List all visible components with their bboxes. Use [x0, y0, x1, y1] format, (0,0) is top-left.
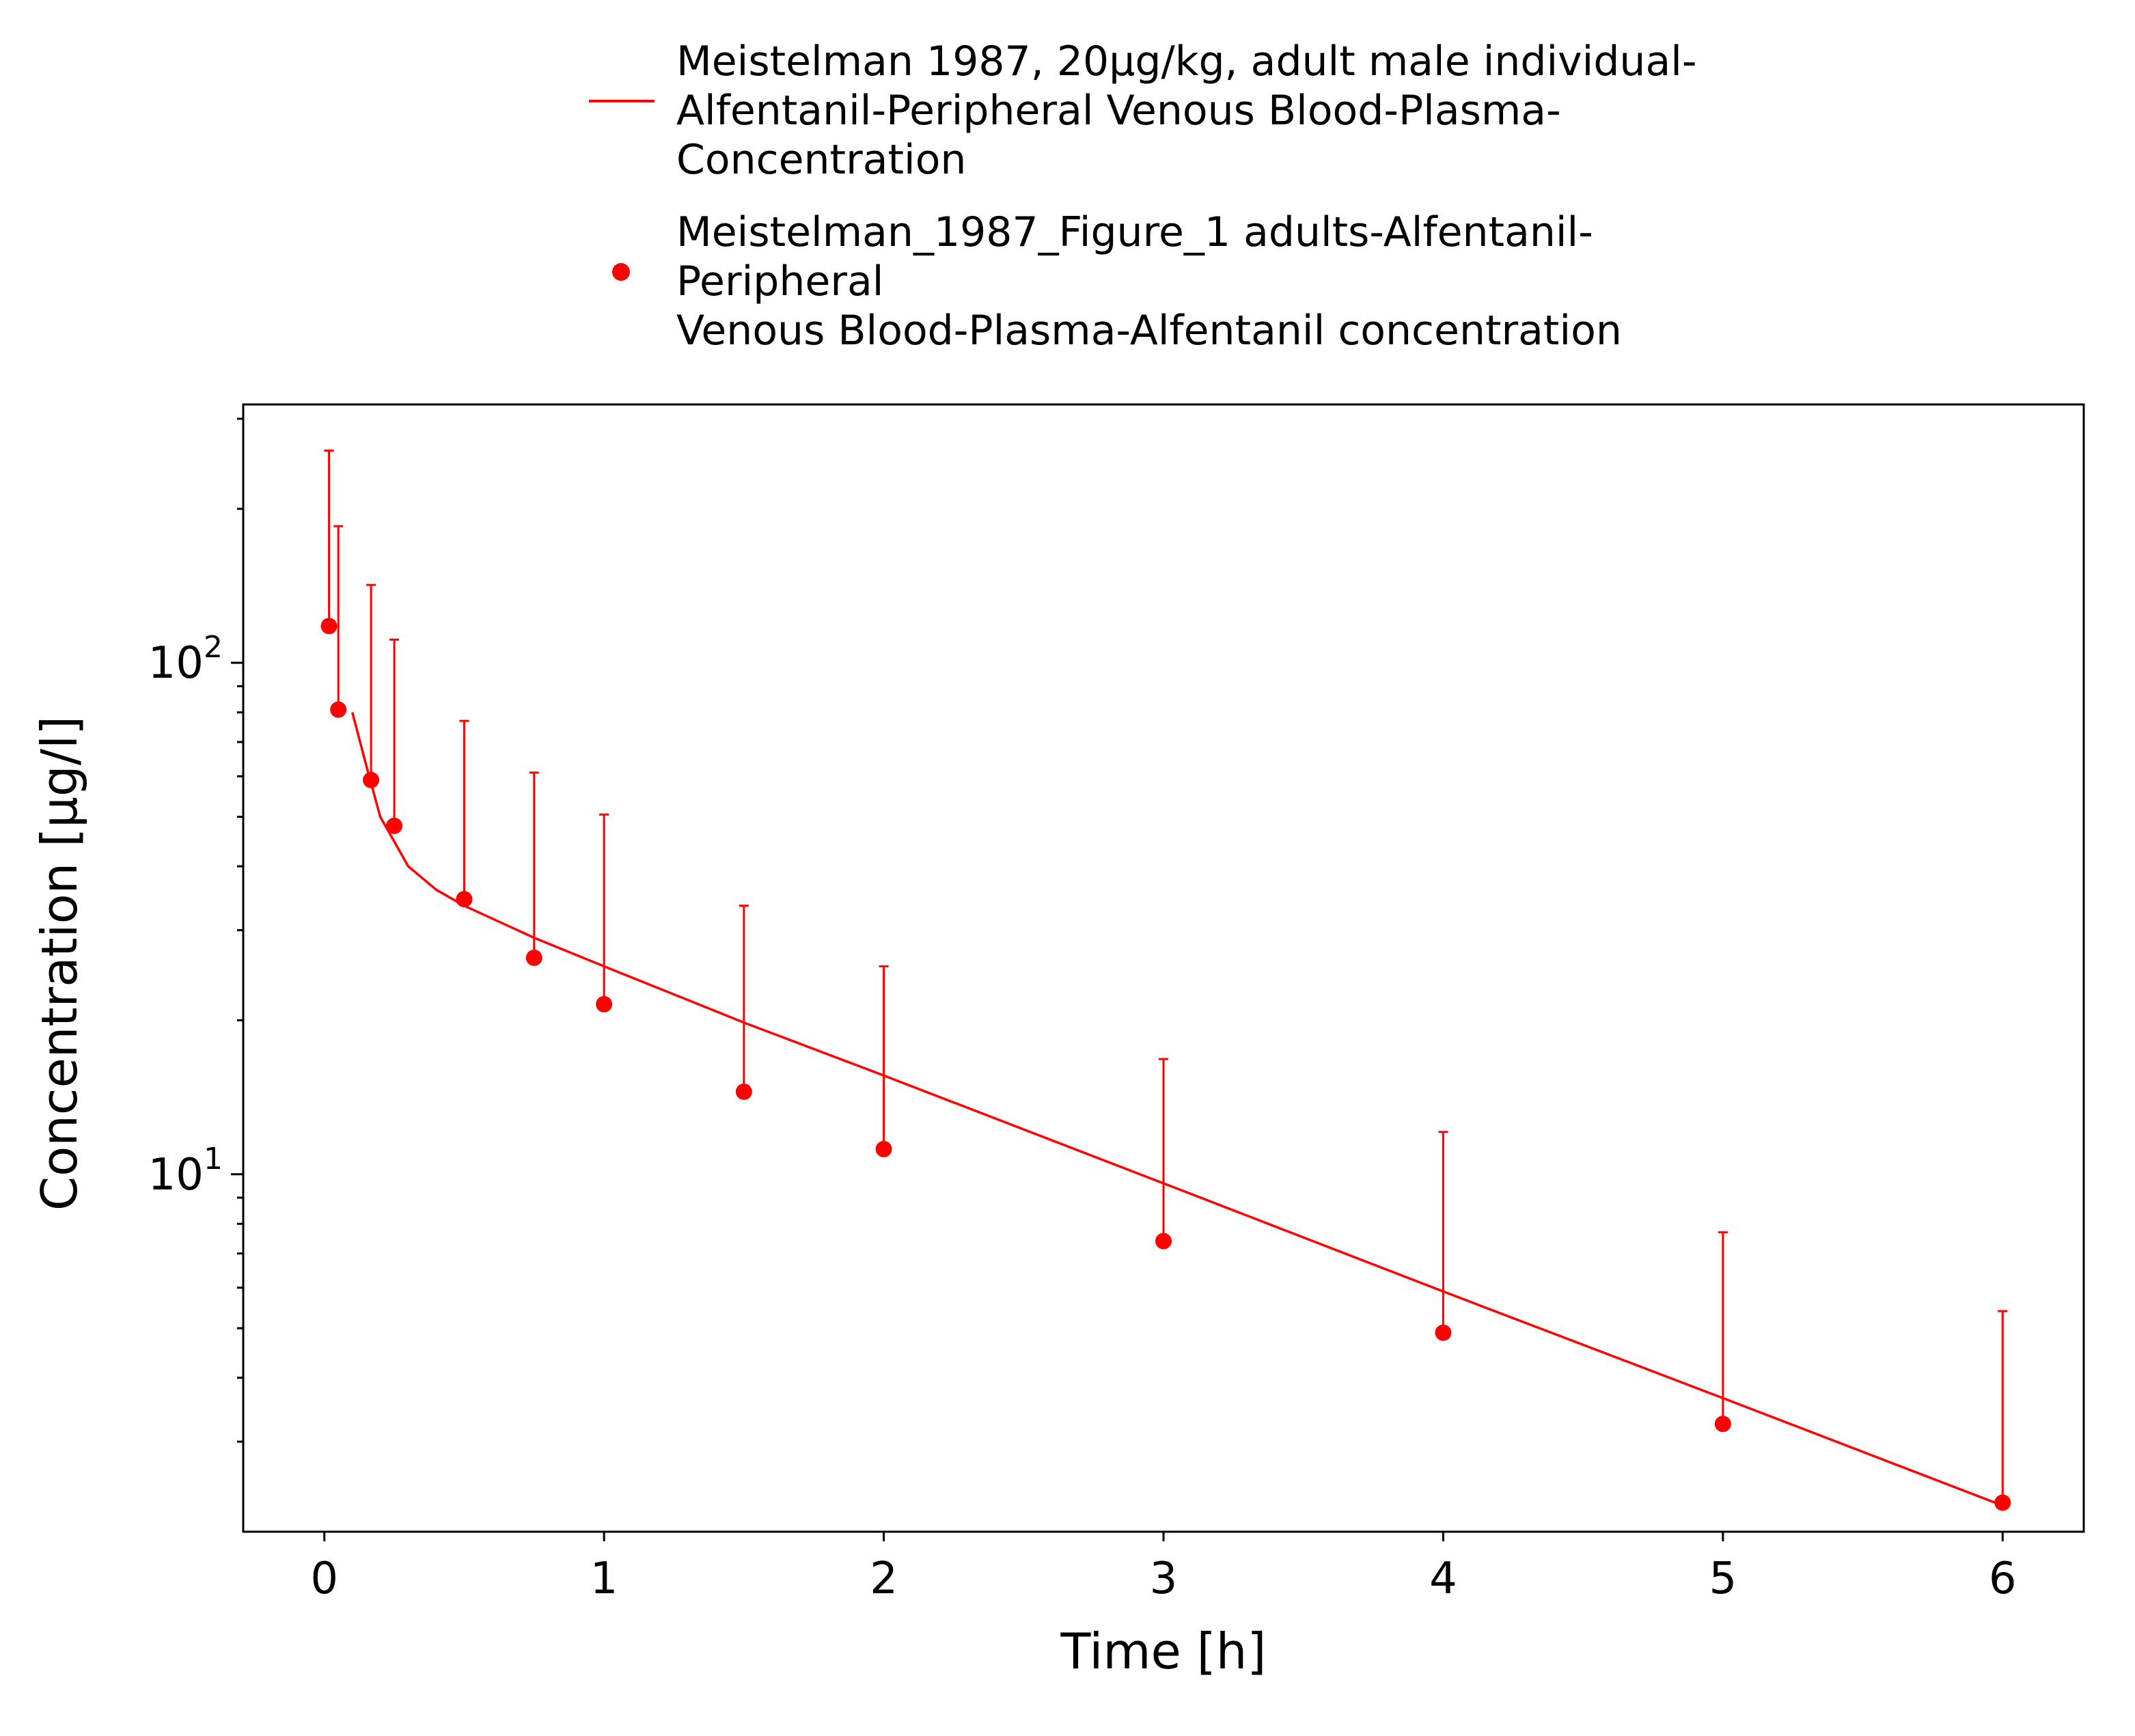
- legend-label-observed-line-1: Meistelman_1987_Figure_1 adults-Alfentan…: [676, 208, 1593, 256]
- plot-area: [320, 450, 2011, 1511]
- data-point: [363, 771, 380, 788]
- legend-label-simulation-line-1: Meistelman 1987, 20µg/kg, adult male ind…: [676, 38, 1697, 85]
- legend-label-observed-line-3: Venous Blood-Plasma-Alfentanil concentra…: [676, 307, 1622, 355]
- x-tick-label: 1: [590, 1554, 618, 1604]
- simulation-line: [351, 712, 2003, 1507]
- x-axis: 0 1 2 3 4 5 6: [310, 1532, 2017, 1604]
- legend: Meistelman 1987, 20µg/kg, adult male ind…: [589, 38, 1697, 355]
- data-point: [875, 1140, 892, 1157]
- data-point: [1155, 1232, 1172, 1250]
- y-axis-title: Concentration [µg/l]: [31, 716, 88, 1211]
- data-point: [596, 995, 613, 1012]
- data-point: [1435, 1324, 1452, 1341]
- data-point: [386, 817, 403, 834]
- data-point: [330, 701, 347, 718]
- legend-marker-swatch: [612, 263, 630, 281]
- data-point: [1714, 1416, 1731, 1433]
- data-point: [525, 949, 542, 966]
- x-tick-label: 3: [1150, 1554, 1178, 1604]
- x-axis-title: Time [h]: [1060, 1623, 1267, 1680]
- data-point: [735, 1083, 752, 1100]
- x-tick-label: 0: [310, 1554, 338, 1604]
- data-point: [1994, 1494, 2011, 1511]
- legend-label-simulation-line-3: Concentration: [676, 136, 966, 184]
- x-tick-label: 4: [1429, 1554, 1457, 1604]
- y-tick-label: 101: [148, 1142, 223, 1200]
- legend-label-observed-line-2: Peripheral: [676, 258, 883, 305]
- x-tick-label: 2: [870, 1554, 898, 1604]
- y-tick-label: 102: [148, 630, 223, 689]
- data-point: [456, 891, 473, 908]
- y-axis: 101 102: [148, 417, 243, 1443]
- x-tick-label: 6: [1989, 1554, 2017, 1604]
- x-tick-label: 5: [1709, 1554, 1737, 1604]
- data-point: [320, 618, 338, 635]
- legend-label-simulation-line-2: Alfentanil-Peripheral Venous Blood-Plasm…: [676, 87, 1561, 135]
- plot-frame: [242, 403, 2085, 1533]
